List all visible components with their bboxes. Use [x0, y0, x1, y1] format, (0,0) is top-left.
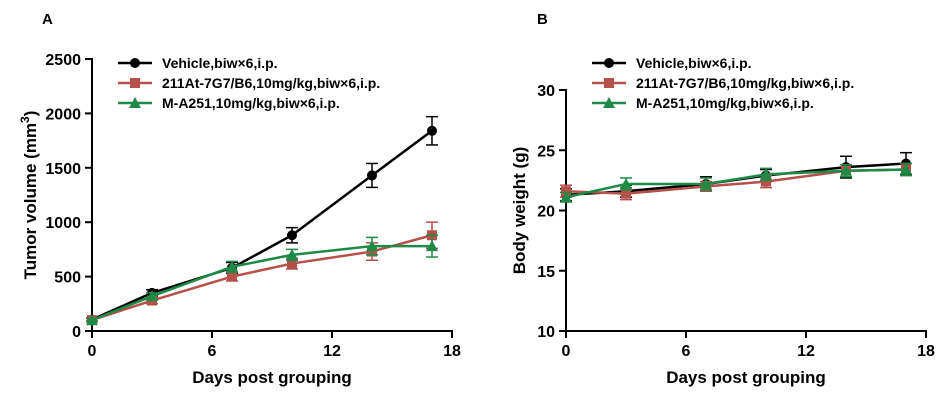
x-tick-label: 0 — [562, 343, 571, 360]
legend-entry: 211At-7G7/B6,10mg/kg,biw×6,i.p. — [118, 75, 380, 91]
data-point — [367, 170, 377, 181]
data-point — [427, 125, 437, 136]
data-point — [560, 191, 572, 203]
series-2 — [86, 234, 438, 326]
panel-label: B — [537, 11, 548, 28]
data-point — [760, 168, 772, 180]
series-line — [91, 234, 433, 322]
y-tick-label: 2500 — [45, 52, 81, 69]
data-point — [620, 177, 632, 189]
data-point — [226, 260, 238, 272]
y-tick-label: 10 — [537, 324, 555, 341]
legend-entry: M-A251,10mg/kg,biw×6,i.p. — [118, 95, 340, 111]
x-tick-label: 18 — [917, 343, 935, 360]
x-tick-label: 12 — [797, 343, 815, 360]
data-point — [287, 230, 297, 241]
panel-label: A — [42, 11, 53, 28]
legend-marker — [603, 97, 615, 108]
y-axis-title: Tumor volume (mm3) — [18, 111, 40, 280]
data-point — [86, 314, 98, 326]
y-tick-label: 30 — [537, 83, 555, 100]
y-tick-label: 25 — [537, 143, 555, 160]
data-point — [287, 258, 297, 269]
y-tick-label: 1000 — [45, 215, 81, 232]
series-line — [565, 168, 907, 199]
x-tick-label: 12 — [323, 343, 341, 360]
y-tick-label: 1500 — [45, 161, 81, 178]
data-point — [761, 176, 771, 187]
legend-entry: Vehicle,biw×6,i.p. — [592, 55, 752, 71]
x-tick-label: 6 — [208, 343, 217, 360]
data-point — [621, 188, 631, 199]
series-1 — [86, 221, 438, 326]
series-line — [91, 129, 433, 321]
data-point — [840, 164, 852, 176]
legend-label: Vehicle,biw×6,i.p. — [636, 55, 752, 71]
panel-b-body-weight-chart: B 0 6 12 18 10 15 20 25 30 Days post grouping Body … — [510, 11, 935, 387]
series-line — [565, 168, 907, 195]
x-tick-label: 18 — [443, 343, 461, 360]
x-axis-title: Days post grouping — [192, 368, 352, 387]
legend-label: 211At-7G7/B6,10mg/kg,biw×6,i.p. — [636, 75, 854, 91]
legend-label: M-A251,10mg/kg,biw×6,i.p. — [162, 95, 340, 111]
legend-marker — [130, 78, 140, 88]
series-0 — [86, 115, 438, 325]
y-tick-label: 2000 — [45, 106, 81, 123]
data-point — [227, 271, 237, 282]
legend-marker — [129, 97, 141, 108]
legend-entry: M-A251,10mg/kg,biw×6,i.p. — [592, 95, 814, 111]
data-point — [561, 186, 571, 197]
data-point — [146, 290, 158, 302]
data-point — [286, 248, 298, 260]
legend-label: M-A251,10mg/kg,biw×6,i.p. — [636, 95, 814, 111]
legend-entry: Vehicle,biw×6,i.p. — [118, 55, 278, 71]
series-1 — [560, 162, 912, 201]
data-point — [426, 240, 438, 252]
x-tick-label: 6 — [682, 343, 691, 360]
legend-entry: 211At-7G7/B6,10mg/kg,biw×6,i.p. — [592, 75, 854, 91]
panel-a-tumor-volume-chart: A 0 6 12 18 0 500 1000 1500 2000 2500 Days post gro… — [18, 11, 461, 387]
legend-label: Vehicle,biw×6,i.p. — [162, 55, 278, 71]
data-point — [366, 240, 378, 252]
legend-marker — [604, 58, 614, 68]
y-tick-label: 15 — [537, 264, 555, 281]
data-point — [700, 177, 712, 189]
legend-label: 211At-7G7/B6,10mg/kg,biw×6,i.p. — [162, 75, 380, 91]
series-line — [91, 244, 432, 322]
y-tick-label: 500 — [54, 270, 81, 287]
legend-marker — [130, 58, 140, 68]
y-tick-label: 0 — [72, 324, 81, 341]
x-tick-label: 0 — [88, 343, 97, 360]
legend-marker — [604, 78, 614, 88]
y-tick-label: 20 — [537, 204, 555, 221]
data-point — [900, 163, 912, 175]
y-axis-title: Body weight (g) — [510, 147, 529, 274]
series-2 — [560, 162, 912, 203]
x-axis-title: Days post grouping — [666, 368, 826, 387]
